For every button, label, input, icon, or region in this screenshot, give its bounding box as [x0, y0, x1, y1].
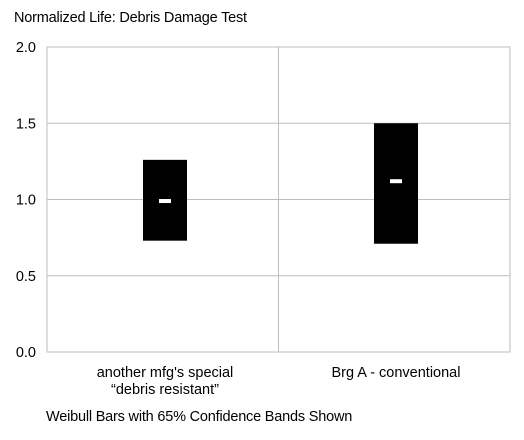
- y-tick-label: 0.5: [16, 269, 36, 285]
- x-axis: another mfg's special“debris resistant” B…: [97, 365, 461, 398]
- x-category-label: Brg A - conventional: [332, 365, 461, 381]
- y-tick-label: 1.5: [16, 116, 36, 132]
- median-marker: [159, 199, 171, 204]
- x-category-label: “debris resistant”: [111, 382, 219, 398]
- x-category-label: another mfg's special: [97, 365, 234, 381]
- y-tick-label: 2.0: [16, 40, 36, 56]
- confidence-bar: [374, 123, 418, 244]
- chart-caption: Weibull Bars with 65% Confidence Bands S…: [46, 409, 352, 425]
- median-marker: [390, 179, 402, 184]
- y-tick-label: 1.0: [16, 193, 36, 209]
- y-axis: 0.0 0.5 1.0 1.5 2.0: [16, 40, 36, 361]
- y-tick-label: 0.0: [16, 345, 36, 361]
- plot-area: [46, 46, 511, 353]
- chart-title: Normalized Life: Debris Damage Test: [14, 10, 247, 26]
- bar-series: [143, 123, 418, 244]
